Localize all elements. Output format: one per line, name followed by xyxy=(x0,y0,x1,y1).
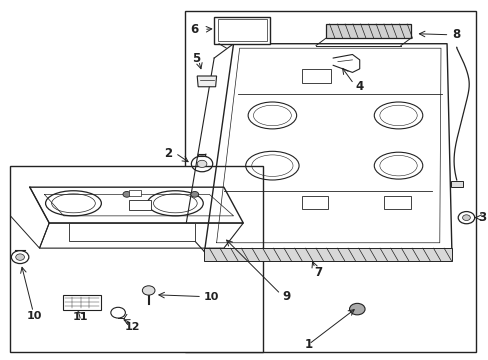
Text: 4: 4 xyxy=(355,80,363,93)
Text: 2: 2 xyxy=(163,147,172,159)
Bar xyxy=(450,181,462,187)
Bar xyxy=(383,196,410,209)
Bar xyxy=(325,24,410,39)
Circle shape xyxy=(197,160,206,167)
Bar xyxy=(129,190,141,196)
Circle shape xyxy=(142,286,155,295)
Polygon shape xyxy=(197,76,216,87)
Text: 3: 3 xyxy=(478,211,486,224)
Bar xyxy=(301,196,327,209)
FancyBboxPatch shape xyxy=(214,17,269,44)
Circle shape xyxy=(349,303,365,315)
Bar xyxy=(10,166,262,352)
Text: 6: 6 xyxy=(190,23,199,36)
Text: 10: 10 xyxy=(27,311,42,321)
Bar xyxy=(68,223,194,241)
Bar xyxy=(129,201,151,211)
Bar xyxy=(301,69,330,83)
FancyBboxPatch shape xyxy=(217,19,266,41)
Bar xyxy=(184,12,475,352)
Text: 9: 9 xyxy=(282,290,290,303)
Text: 7: 7 xyxy=(314,266,322,279)
Text: 8: 8 xyxy=(452,28,460,41)
Circle shape xyxy=(462,215,469,221)
Text: 5: 5 xyxy=(191,51,200,64)
Circle shape xyxy=(190,192,198,197)
FancyBboxPatch shape xyxy=(62,295,101,310)
Text: 12: 12 xyxy=(124,322,140,332)
Text: 10: 10 xyxy=(203,292,219,302)
Text: 1: 1 xyxy=(304,338,312,351)
Circle shape xyxy=(122,192,130,197)
Circle shape xyxy=(16,254,24,260)
Text: 11: 11 xyxy=(73,312,88,322)
Bar xyxy=(204,248,451,261)
